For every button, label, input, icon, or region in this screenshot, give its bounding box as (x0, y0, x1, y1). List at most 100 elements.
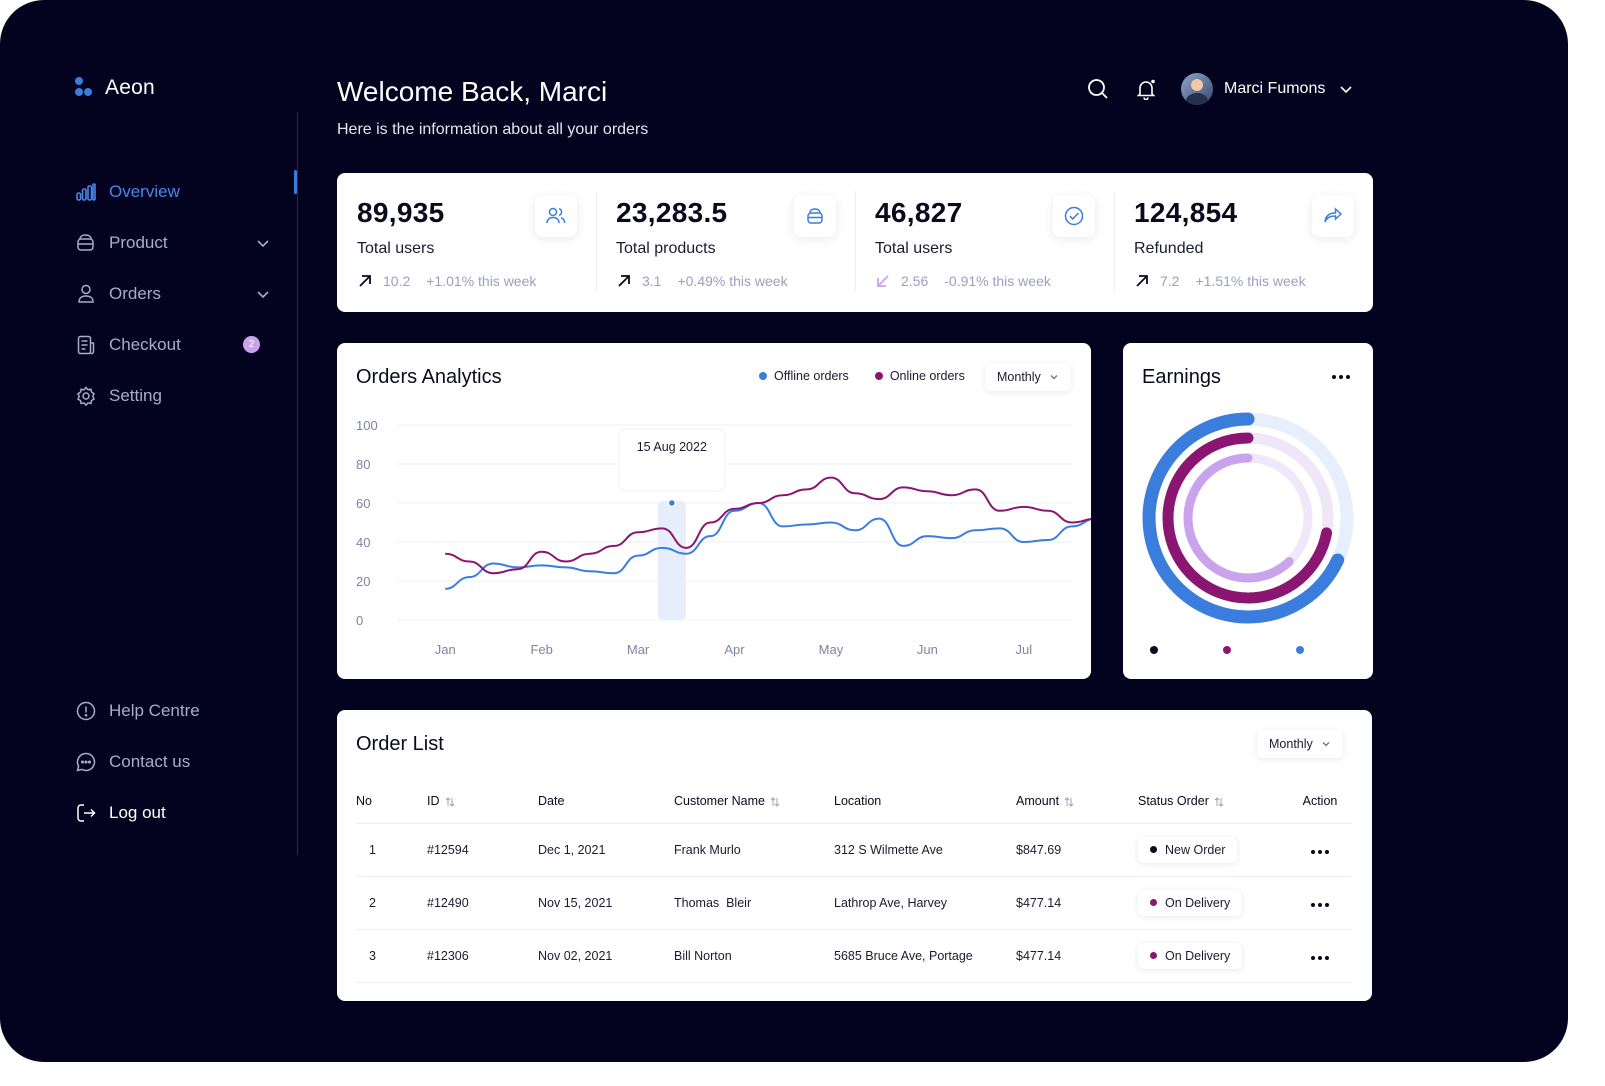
chevron-down-icon[interactable] (256, 287, 270, 301)
notifications-button[interactable] (1133, 76, 1159, 102)
sidebar-item-orders[interactable]: Orders (75, 268, 270, 319)
sidebar-item-label: Setting (109, 385, 162, 405)
cell-amount: $847.69 (1016, 823, 1138, 877)
x-tick-label: Apr (724, 642, 745, 657)
cell-customer: Thomas Bleir (674, 876, 834, 930)
cell-id: #12306 (427, 929, 538, 983)
stat-icon-button[interactable] (1053, 195, 1095, 237)
bar-chart-icon (75, 181, 96, 202)
highlight-point (667, 498, 677, 508)
table-row[interactable]: 1 #12594 Dec 1, 2021 Frank Murlo 312 S W… (356, 823, 1352, 877)
bell-icon (1136, 79, 1156, 100)
series-line-offline (445, 501, 1091, 590)
stat-trend: 10.2 +1.01% this week (357, 273, 596, 289)
sidebar-item-log-out[interactable]: Log out (75, 787, 270, 838)
y-tick-label: 80 (356, 457, 370, 472)
column-header-no: No (356, 780, 427, 824)
sidebar-item-checkout[interactable]: Checkout 2 (75, 319, 270, 370)
arrow-up-right-icon (359, 275, 371, 287)
sort-icon (770, 797, 780, 807)
sidebar-item-overview[interactable]: Overview (75, 166, 270, 217)
x-tick-label: Jan (435, 642, 456, 657)
cell-action (1288, 823, 1352, 877)
table-row[interactable]: 2 #12490 Nov 15, 2021 Thomas Bleir Lathr… (356, 876, 1352, 930)
cell-action (1288, 876, 1352, 930)
x-tick-label: Mar (627, 642, 650, 657)
sidebar-item-label: Overview (109, 181, 180, 201)
legend-online-label: Online orders (889, 369, 965, 383)
status-badge: On Delivery (1138, 942, 1243, 969)
sidebar-item-help-centre[interactable]: Help Centre (75, 685, 270, 736)
stats-card: 89,935 Total users 10.2 +1.01% this week… (337, 173, 1373, 312)
analytics-period-select[interactable]: Monthly (985, 363, 1071, 391)
column-header-id[interactable]: ID (427, 780, 538, 824)
receipt-icon (75, 334, 96, 355)
chevron-down-icon (1322, 742, 1330, 747)
users-icon (546, 207, 566, 224)
period-label: Monthly (1269, 737, 1313, 751)
stat-label: Total users (357, 240, 435, 257)
cell-amount: $477.14 (1016, 929, 1138, 983)
sidebar-item-label: Log out (109, 802, 166, 822)
order-list-period-select[interactable]: Monthly (1257, 730, 1343, 758)
chart-legend: Offline orders Online orders (759, 369, 965, 383)
cell-amount: $477.14 (1016, 876, 1138, 930)
column-header-amount[interactable]: Amount (1016, 780, 1138, 824)
stat-icon-button[interactable] (794, 195, 836, 237)
sidebar-item-label: Orders (109, 283, 161, 303)
cell-customer: Bill Norton (674, 929, 834, 983)
box-icon (75, 232, 96, 253)
column-header-status[interactable]: Status Order (1138, 780, 1288, 824)
stat-refunded: 124,854 Refunded 7.2 +1.51% this week (1114, 173, 1373, 312)
header-actions: Marci Fumons (1085, 72, 1353, 106)
avatar[interactable] (1181, 73, 1213, 105)
stat-delta: 10.2 (383, 273, 411, 289)
logo-icon (75, 77, 95, 99)
logo[interactable]: Aeon (75, 76, 155, 100)
row-actions-icon[interactable] (1311, 955, 1329, 960)
table-row[interactable]: 3 #12306 Nov 02, 2021 Bill Norton 5685 B… (356, 929, 1352, 983)
stat-label: Total users (875, 240, 953, 257)
page-title: Welcome Back, Marci (337, 76, 608, 107)
more-options-icon[interactable] (1332, 374, 1350, 380)
orders-analytics-card: 0 20 40 60 80 100 Jan Feb Mar Apr May Jun Jul 15 Aug … (337, 343, 1091, 679)
row-actions-icon[interactable] (1311, 849, 1329, 854)
stat-icon-button[interactable] (1312, 195, 1354, 237)
earnings-legend-dot (1223, 646, 1231, 654)
stat-icon-button[interactable] (535, 195, 577, 237)
y-tick-label: 100 (356, 418, 378, 433)
user-name[interactable]: Marci Fumons (1224, 80, 1326, 97)
column-header-customer[interactable]: Customer Name (674, 780, 834, 824)
chevron-down-icon[interactable] (256, 236, 270, 250)
cell-id: #12594 (427, 823, 538, 877)
sidebar-item-product[interactable]: Product (75, 217, 270, 268)
stat-change: +1.51% this week (1195, 273, 1306, 289)
status-badge: On Delivery (1138, 889, 1243, 916)
bag-icon (807, 208, 823, 224)
chevron-down-icon[interactable] (1339, 82, 1353, 96)
status-badge: New Order (1138, 836, 1238, 863)
cell-id: #12490 (427, 876, 538, 930)
ring-blue (1142, 412, 1354, 624)
stat-change: +1.01% this week (426, 273, 537, 289)
sidebar-item-setting[interactable]: Setting (75, 370, 270, 421)
row-actions-icon[interactable] (1311, 902, 1329, 907)
sidebar-item-label: Checkout (109, 334, 181, 354)
sidebar-item-label: Help Centre (109, 700, 200, 720)
gear-icon (75, 385, 96, 406)
stat-value: 23,283.5 (616, 197, 728, 228)
earnings-title: Earnings (1142, 366, 1221, 388)
orders-chart[interactable]: 0 20 40 60 80 100 Jan Feb Mar Apr May Jun Jul 15 Aug … (337, 343, 1091, 679)
cell-customer: Frank Murlo (674, 823, 834, 877)
ring-magenta (1162, 432, 1334, 604)
search-button[interactable] (1085, 76, 1111, 102)
column-header-action: Action (1288, 780, 1352, 824)
stat-trend: 3.1 +0.49% this week (616, 273, 855, 289)
search-icon (1088, 79, 1108, 99)
sidebar-item-contact-us[interactable]: Contact us (75, 736, 270, 787)
share-icon (1324, 207, 1343, 223)
series-line-online (445, 476, 1091, 575)
sort-icon (1064, 797, 1074, 807)
stat-value: 89,935 (357, 197, 445, 228)
cell-no: 2 (356, 876, 427, 930)
